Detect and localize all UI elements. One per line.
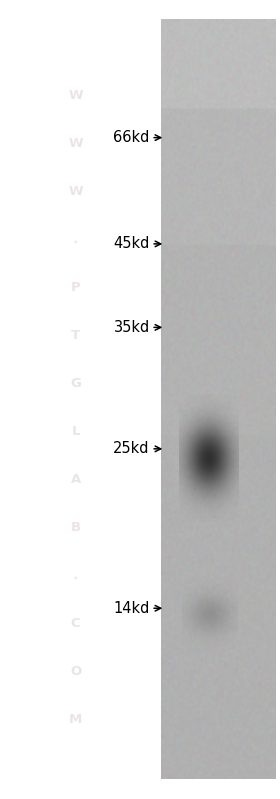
Text: T: T xyxy=(71,329,80,342)
Text: .: . xyxy=(73,233,78,246)
Text: B: B xyxy=(71,521,81,534)
Text: W: W xyxy=(68,137,83,150)
Text: 45kd: 45kd xyxy=(113,237,150,252)
Text: G: G xyxy=(70,377,81,390)
Text: L: L xyxy=(71,425,80,438)
Text: O: O xyxy=(70,665,81,678)
Text: A: A xyxy=(71,473,81,486)
Text: .: . xyxy=(73,569,78,582)
Text: 35kd: 35kd xyxy=(114,320,150,335)
Text: 66kd: 66kd xyxy=(113,130,150,145)
Text: 25kd: 25kd xyxy=(113,441,150,456)
Text: C: C xyxy=(71,617,80,630)
Text: 14kd: 14kd xyxy=(113,601,150,616)
Text: W: W xyxy=(68,89,83,102)
Text: W: W xyxy=(68,185,83,198)
Text: M: M xyxy=(69,713,82,725)
Text: P: P xyxy=(71,281,80,294)
